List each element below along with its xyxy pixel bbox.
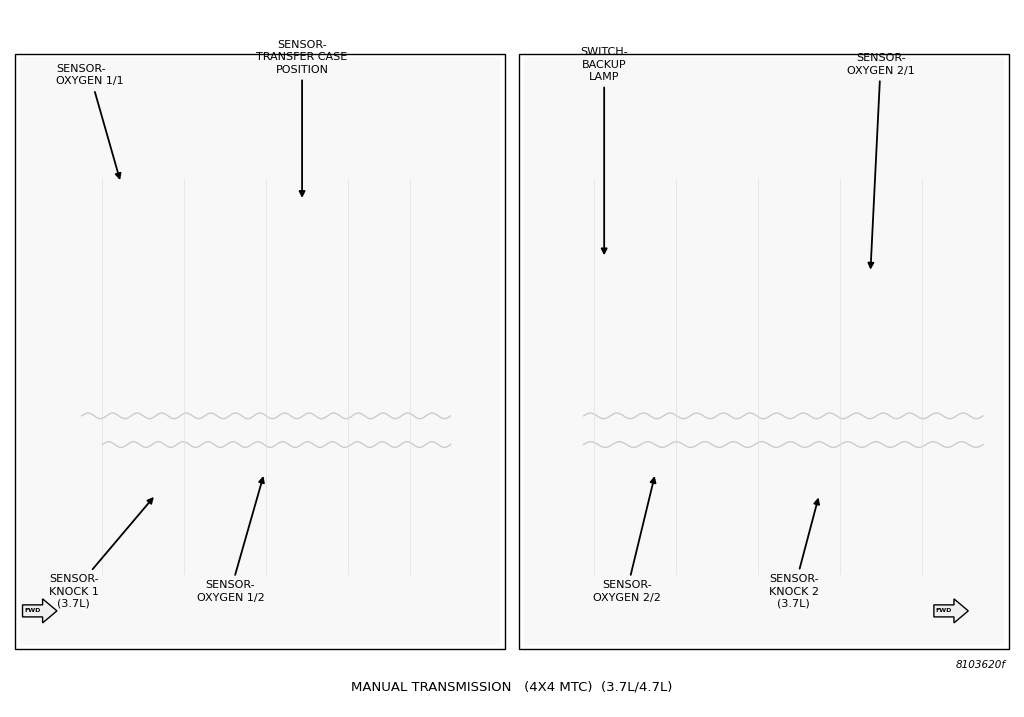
Text: SWITCH-
BACKUP
LAMP: SWITCH- BACKUP LAMP — [581, 47, 628, 253]
Text: 8103620f: 8103620f — [955, 660, 1006, 670]
Text: SENSOR-
OXYGEN 1/1: SENSOR- OXYGEN 1/1 — [56, 64, 124, 179]
Text: SENSOR-
OXYGEN 2/2: SENSOR- OXYGEN 2/2 — [593, 478, 660, 603]
Polygon shape — [23, 599, 57, 623]
Text: FWD: FWD — [25, 609, 41, 613]
Text: SENSOR-
TRANSFER CASE
POSITION: SENSOR- TRANSFER CASE POSITION — [256, 40, 348, 196]
FancyBboxPatch shape — [519, 54, 1009, 649]
Text: SENSOR-
OXYGEN 1/2: SENSOR- OXYGEN 1/2 — [197, 478, 264, 603]
Text: MANUAL TRANSMISSION   (4X4 MTC)  (3.7L/4.7L): MANUAL TRANSMISSION (4X4 MTC) (3.7L/4.7L… — [351, 680, 673, 693]
FancyBboxPatch shape — [524, 57, 1004, 645]
FancyBboxPatch shape — [15, 54, 505, 649]
Text: SENSOR-
OXYGEN 2/1: SENSOR- OXYGEN 2/1 — [847, 53, 914, 267]
Text: SENSOR-
KNOCK 1
(3.7L): SENSOR- KNOCK 1 (3.7L) — [49, 498, 153, 609]
Text: FWD: FWD — [936, 609, 952, 613]
Polygon shape — [934, 599, 969, 623]
Text: SENSOR-
KNOCK 2
(3.7L): SENSOR- KNOCK 2 (3.7L) — [769, 499, 819, 609]
FancyBboxPatch shape — [20, 57, 500, 645]
